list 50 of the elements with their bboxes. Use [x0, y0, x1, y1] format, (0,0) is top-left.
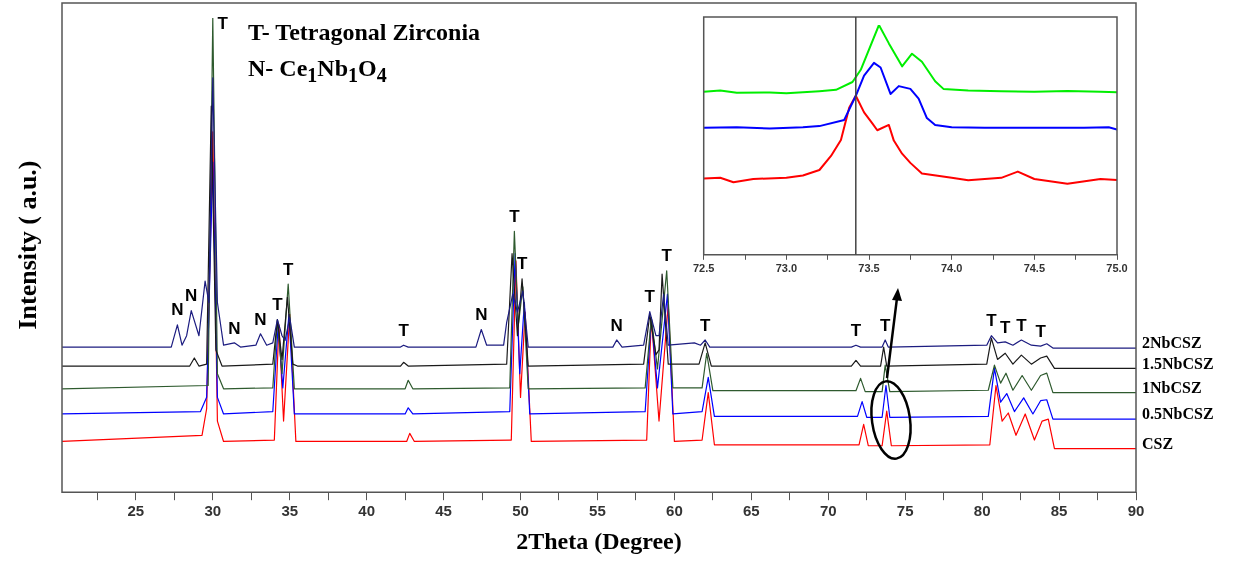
x-tick-label: 40: [358, 502, 375, 520]
annotation: T: [986, 311, 998, 331]
annotation: T: [880, 315, 891, 335]
series-label: 0.5NbCSZ: [1142, 405, 1214, 423]
x-tick-label: 74.5: [1023, 262, 1046, 275]
x-tick-label: 75.0: [1106, 262, 1128, 275]
series-label: 1NbCSZ: [1142, 378, 1202, 396]
annotation: T: [699, 315, 711, 335]
annotation: N- Ce$_{1}$Nb$_{1}$O$_{4}$: [248, 54, 388, 88]
x-tick-label: 30: [204, 502, 222, 520]
annotation: T: [509, 207, 521, 227]
x-tick-label: 25: [127, 502, 145, 520]
series-label: CSZ: [1142, 434, 1174, 452]
x-axis-title: 2Theta (Degree): [516, 527, 682, 554]
annotation: N: [185, 286, 198, 306]
annotation: T: [661, 246, 673, 266]
annotation: T: [516, 254, 528, 274]
annotation: T: [272, 295, 284, 315]
series-label: 2NbCSZ: [1142, 334, 1202, 352]
x-tick-label: 60: [666, 502, 683, 520]
annotation: T: [1035, 321, 1047, 341]
x-tick-label: 73.0: [775, 262, 798, 275]
x-tick-label: 74.0: [940, 262, 963, 275]
annotation: T: [644, 287, 656, 307]
annotation: T: [282, 259, 294, 279]
annotation: T: [398, 320, 410, 340]
annotation: T: [1016, 315, 1028, 335]
x-tick-label: 80: [973, 502, 991, 520]
annotation: N: [475, 305, 488, 325]
x-tick-label: 90: [1127, 502, 1145, 520]
x-tick-label: 72.5: [692, 262, 715, 275]
annotation: N: [171, 300, 184, 320]
annotation: T- Tetragonal Zirconia: [248, 18, 481, 47]
x-tick-label: 75: [896, 502, 914, 520]
series-label: 1.5NbCSZ: [1142, 354, 1214, 372]
y-axis-title: Intensity ( a.u.): [13, 160, 43, 330]
x-tick-label: 55: [589, 502, 606, 520]
x-tick-label: 65: [742, 502, 760, 520]
x-tick-label: 50: [512, 502, 529, 520]
annotation: T: [217, 13, 229, 33]
annotation: T: [1000, 317, 1012, 337]
annotation: N: [610, 315, 623, 335]
x-tick-label: 35: [281, 502, 299, 520]
x-tick-label: 70: [819, 502, 837, 520]
annotation: T: [850, 320, 862, 340]
x-tick-label: 45: [435, 502, 452, 520]
annotation: N: [228, 318, 241, 338]
x-tick-label: 85: [1050, 502, 1068, 520]
x-tick-label: 73.5: [858, 262, 880, 275]
annotation: N: [254, 309, 267, 329]
